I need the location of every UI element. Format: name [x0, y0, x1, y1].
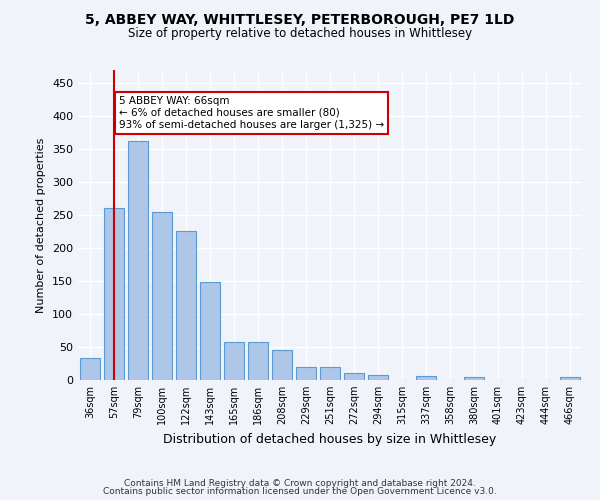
Bar: [272, 350, 292, 380]
Bar: [416, 376, 436, 380]
Y-axis label: Number of detached properties: Number of detached properties: [37, 138, 46, 312]
Bar: [80, 358, 100, 380]
Bar: [128, 141, 148, 380]
Bar: [104, 208, 124, 380]
Bar: [560, 378, 580, 380]
Bar: [248, 342, 268, 380]
Text: Contains public sector information licensed under the Open Government Licence v3: Contains public sector information licen…: [103, 488, 497, 496]
Text: 5 ABBEY WAY: 66sqm
← 6% of detached houses are smaller (80)
93% of semi-detached: 5 ABBEY WAY: 66sqm ← 6% of detached hous…: [119, 96, 384, 130]
Bar: [152, 212, 172, 380]
Bar: [224, 342, 244, 380]
Bar: [344, 372, 364, 380]
Bar: [200, 282, 220, 380]
Bar: [368, 376, 388, 380]
Text: Contains HM Land Registry data © Crown copyright and database right 2024.: Contains HM Land Registry data © Crown c…: [124, 478, 476, 488]
X-axis label: Distribution of detached houses by size in Whittlesey: Distribution of detached houses by size …: [163, 432, 497, 446]
Bar: [320, 368, 340, 380]
Bar: [296, 368, 316, 380]
Bar: [464, 378, 484, 380]
Text: 5, ABBEY WAY, WHITTLESEY, PETERBOROUGH, PE7 1LD: 5, ABBEY WAY, WHITTLESEY, PETERBOROUGH, …: [85, 12, 515, 26]
Text: Size of property relative to detached houses in Whittlesey: Size of property relative to detached ho…: [128, 28, 472, 40]
Bar: [176, 231, 196, 380]
